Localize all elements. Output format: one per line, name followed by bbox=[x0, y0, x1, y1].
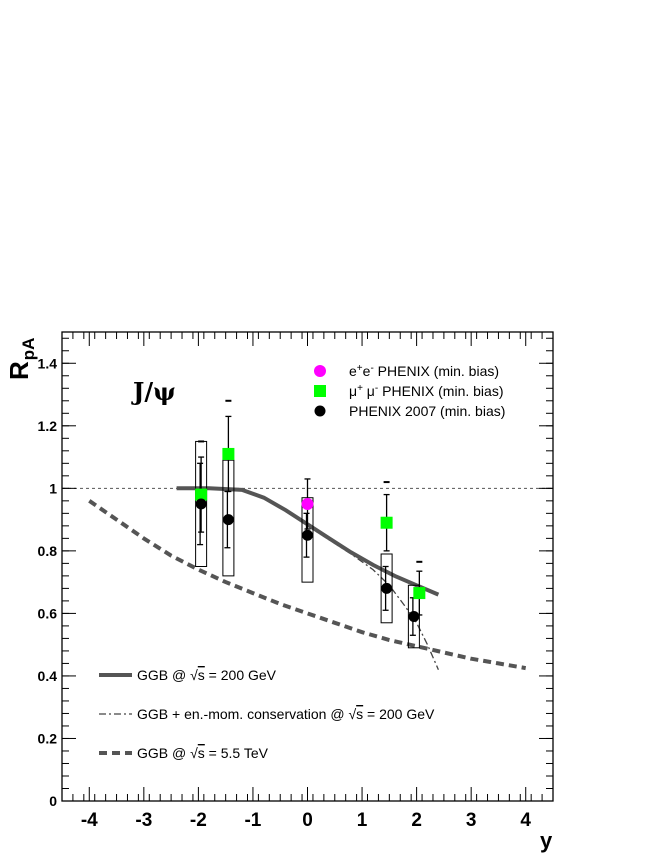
systematic-boxes bbox=[195, 440, 420, 649]
x-tick-label: 0 bbox=[302, 810, 313, 831]
legend-label-part: + bbox=[357, 383, 363, 394]
axis-ticks bbox=[62, 332, 553, 802]
legend-model-label: GGB + en.-mom. conservation @ √s = 200 G… bbox=[137, 706, 435, 722]
legend-model-label-root: s bbox=[198, 745, 205, 761]
y-axis-title: RpA bbox=[4, 338, 38, 380]
x-tick-label: -4 bbox=[81, 810, 98, 831]
legend-marker bbox=[314, 365, 326, 377]
x-axis-title: y bbox=[540, 828, 553, 853]
legend-model-label-pre: GGB + en.-mom. conservation @ bbox=[137, 706, 348, 722]
legend-model-label-root: s bbox=[198, 667, 205, 683]
y-axis-title-main: R bbox=[4, 361, 34, 380]
data-points bbox=[195, 399, 426, 636]
legend-model-label: GGB @ √s = 200 GeV bbox=[137, 667, 277, 683]
svg-text:RpA: RpA bbox=[4, 338, 38, 380]
x-tick-label: 2 bbox=[411, 810, 422, 831]
y-tick-label: 0.6 bbox=[38, 605, 58, 621]
legend-model-label: GGB @ √s = 5.5 TeV bbox=[137, 745, 269, 761]
legend-top: e+e- PHENIX (min. bias)μ+ μ- PHENIX (min… bbox=[314, 363, 505, 419]
legend-model-label-post: = 200 GeV bbox=[363, 706, 435, 722]
legend-label-part: PHENIX 2007 (min. bias) bbox=[349, 403, 505, 419]
legend-label-part: - bbox=[370, 363, 373, 374]
marker-square-green bbox=[195, 488, 208, 501]
legend-model-label-sqrt: √ bbox=[190, 745, 198, 761]
y-tick-label: 1.4 bbox=[38, 355, 58, 371]
y-tick-label: 0.2 bbox=[38, 730, 58, 746]
marker-circle-black bbox=[222, 514, 234, 526]
x-tick-label: 3 bbox=[466, 810, 477, 831]
x-tick-label: 1 bbox=[357, 810, 368, 831]
y-tick-label: 1.2 bbox=[38, 418, 58, 434]
legend-model-label-post: = 5.5 TeV bbox=[205, 745, 269, 761]
tick-labels: -4 -3 -2 -1 0 1 2 3 4 0 0.2 0.4 0.6 0.8 1 1.2 1.4 bbox=[38, 355, 532, 831]
legend-label-part: + bbox=[357, 363, 363, 374]
marker-square-green bbox=[222, 447, 235, 460]
legend-marker bbox=[314, 385, 326, 397]
marker-circle-magenta bbox=[301, 497, 314, 510]
y-tick-label: 0 bbox=[49, 793, 57, 809]
marker-circle-black bbox=[408, 611, 420, 623]
y-tick-label: 0.8 bbox=[38, 543, 58, 559]
x-tick-label: -2 bbox=[190, 810, 207, 831]
marker-square-green bbox=[380, 516, 393, 529]
marker-square-green bbox=[413, 587, 426, 600]
legend-model-label-sqrt: √ bbox=[348, 706, 356, 722]
legend-label-part: PHENIX (min. bias) bbox=[374, 363, 499, 379]
marker-circle-black bbox=[381, 582, 393, 594]
legend-model-label-sqrt: √ bbox=[190, 667, 198, 683]
y-axis-title-sub: pA bbox=[19, 338, 38, 361]
x-tick-label: -1 bbox=[244, 810, 261, 831]
legend-label: e+e- PHENIX (min. bias) bbox=[349, 363, 499, 380]
legend-model-label-root: s bbox=[356, 706, 363, 722]
x-tick-label: 4 bbox=[520, 810, 531, 831]
y-tick-label: 1 bbox=[49, 480, 57, 496]
legend-model-label-pre: GGB @ bbox=[137, 745, 190, 761]
legend-label: μ+ μ- PHENIX (min. bias) bbox=[349, 383, 503, 400]
marker-circle-black bbox=[302, 529, 313, 541]
marker-circle-black bbox=[195, 498, 207, 510]
curve-ggb-200 bbox=[176, 486, 440, 597]
legend-label-part: e bbox=[363, 363, 371, 379]
y-tick-label: 0.4 bbox=[38, 668, 58, 684]
legend-label-part: e bbox=[349, 363, 357, 379]
annotation-jpsi: J/ψ bbox=[131, 377, 176, 406]
legend-label: PHENIX 2007 (min. bias) bbox=[349, 403, 505, 419]
legend-label-part: - bbox=[375, 383, 378, 394]
legend-label-part: PHENIX (min. bias) bbox=[378, 383, 503, 399]
legend-label-part: μ bbox=[349, 383, 357, 399]
legend-model-label-pre: GGB @ bbox=[137, 667, 190, 683]
legend-model-label-post: = 200 GeV bbox=[205, 667, 277, 683]
legend-marker bbox=[314, 405, 326, 417]
x-tick-label: -3 bbox=[135, 810, 152, 831]
legend-label-part: μ bbox=[363, 383, 375, 399]
